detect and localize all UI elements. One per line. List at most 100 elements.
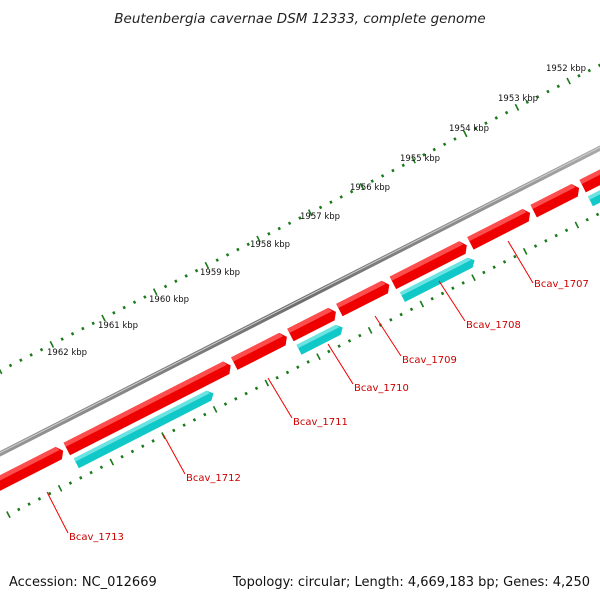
backbone-highlight [0,146,600,454]
inner-ruler-minor-tick [440,291,445,296]
outer-ruler-major-tick [462,130,468,138]
inner-ruler-major-tick [316,353,321,361]
outer-ruler-minor-tick [174,279,178,283]
outer-ruler-minor-tick [122,305,126,310]
cds-block-4-shade [287,307,333,333]
outer-ruler-minor-tick [525,100,529,104]
inner-ruler-minor-tick [27,502,31,506]
outer-ruler-minor-tick [577,74,581,78]
outer-ruler-minor-tick [587,68,592,73]
outer-ruler-minor-tick [236,247,240,252]
inner-ruler-minor-tick [79,476,83,480]
inner-ruler-minor-tick [451,286,455,291]
inner-ruler-minor-tick [430,296,434,301]
cds-block-4 [287,307,336,342]
outer-ruler-minor-tick [60,337,64,341]
inner-ruler-minor-tick [296,365,300,369]
inner-ruler-minor-tick [513,254,517,259]
kbp-label: 1958 kbp [250,240,290,250]
callout-line [327,343,354,385]
cds-block-3-shade [231,332,284,362]
inner-ruler-minor-tick [492,265,496,269]
inner-ruler-minor-tick [306,360,310,364]
gene-block-1-shade [73,390,210,462]
gene-block-3-body [399,257,475,302]
gene-block-2-shade [296,324,340,349]
inner-ruler-minor-tick [192,418,197,422]
gene-track [73,190,600,469]
inner-ruler-minor-tick [99,465,104,470]
inner-ruler-minor-tick [544,239,548,243]
inner-ruler-minor-tick [120,454,124,459]
outer-ruler-minor-tick [39,347,44,352]
inner-ruler-major-tick [367,326,373,334]
outer-ruler-minor-tick [401,163,405,168]
inner-ruler-minor-tick [244,391,248,396]
outer-ruler-minor-tick [339,195,343,199]
outer-ruler-minor-tick [329,200,333,204]
gene-block-1-body [73,390,214,469]
cds-block-5-shade [336,280,386,308]
cds-block-1-body [0,446,64,491]
inner-ruler-minor-tick [358,333,362,338]
cds-block-8 [530,184,580,218]
inner-ruler-minor-tick [337,344,341,348]
inner-ruler-minor-tick [482,270,486,275]
kbp-label: 1962 kbp [47,348,87,358]
outer-ruler-minor-tick [91,321,95,326]
inner-ruler-minor-tick [389,318,393,322]
inner-ruler-minor-tick [254,386,259,391]
inner-ruler-major-tick [57,484,63,492]
inner-ruler-major-tick [471,274,476,282]
outer-ruler-minor-tick [184,274,188,278]
outer-ruler-major-tick [256,235,261,243]
cds-block-5 [336,280,390,317]
kbp-labels: 1952 kbp 1953 kbp 1954 kbp 1955 kbp 1956 kbp… [47,64,586,358]
gene-label: Bcav_1708 [466,320,521,331]
outer-ruler-minor-tick [225,253,230,257]
inner-ruler-minor-tick [203,412,207,417]
outer-ruler-minor-tick [380,174,385,178]
inner-scale-ruler [6,212,600,519]
outer-ruler-minor-tick [19,358,23,362]
gene-block-4-shade [587,190,600,200]
accession-text: Accession: NC_012669 [9,575,157,590]
outer-ruler-major-tick [359,182,365,190]
inner-ruler-minor-tick [275,375,279,380]
cds-block-6-shade [389,241,464,281]
outer-ruler-minor-tick [349,189,354,194]
outer-ruler-minor-tick [370,179,374,183]
outer-ruler-minor-tick [143,295,147,299]
inner-ruler-minor-tick [68,481,73,485]
inner-ruler-minor-tick [182,423,186,427]
inner-ruler-minor-tick [347,339,352,343]
cds-block-7-body [467,209,531,250]
cds-block-4-body [287,307,336,342]
gene-label: Bcav_1710 [354,383,409,394]
gene-label: Bcav_1712 [186,473,241,484]
cds-block-2-shade [63,361,227,447]
gene-block-4 [587,190,600,207]
inner-ruler-major-tick [212,405,218,413]
outer-ruler-minor-tick [556,84,561,89]
cds-block-1 [0,446,64,491]
inner-ruler-major-tick [109,458,115,466]
cds-block-3 [231,332,287,370]
callout-line [267,377,293,419]
outer-ruler-minor-tick [215,258,219,262]
outer-ruler-minor-tick [432,147,436,152]
callout-line [507,240,534,284]
cds-block-7-shade [467,209,527,242]
topology-text: Topology: circular; Length: 4,669,183 bp… [232,575,590,590]
kbp-label: 1954 kbp [449,124,489,134]
outer-ruler-major-tick [101,314,106,322]
inner-ruler-minor-tick [37,497,42,501]
inner-ruler-minor-tick [130,449,135,454]
outer-ruler-major-tick [0,368,3,375]
inner-ruler-minor-tick [141,444,145,448]
inner-ruler-minor-tick [554,233,558,238]
gene-block-1 [73,390,214,469]
gene-label: Bcav_1713 [69,532,124,543]
outer-ruler-minor-tick [277,226,281,231]
